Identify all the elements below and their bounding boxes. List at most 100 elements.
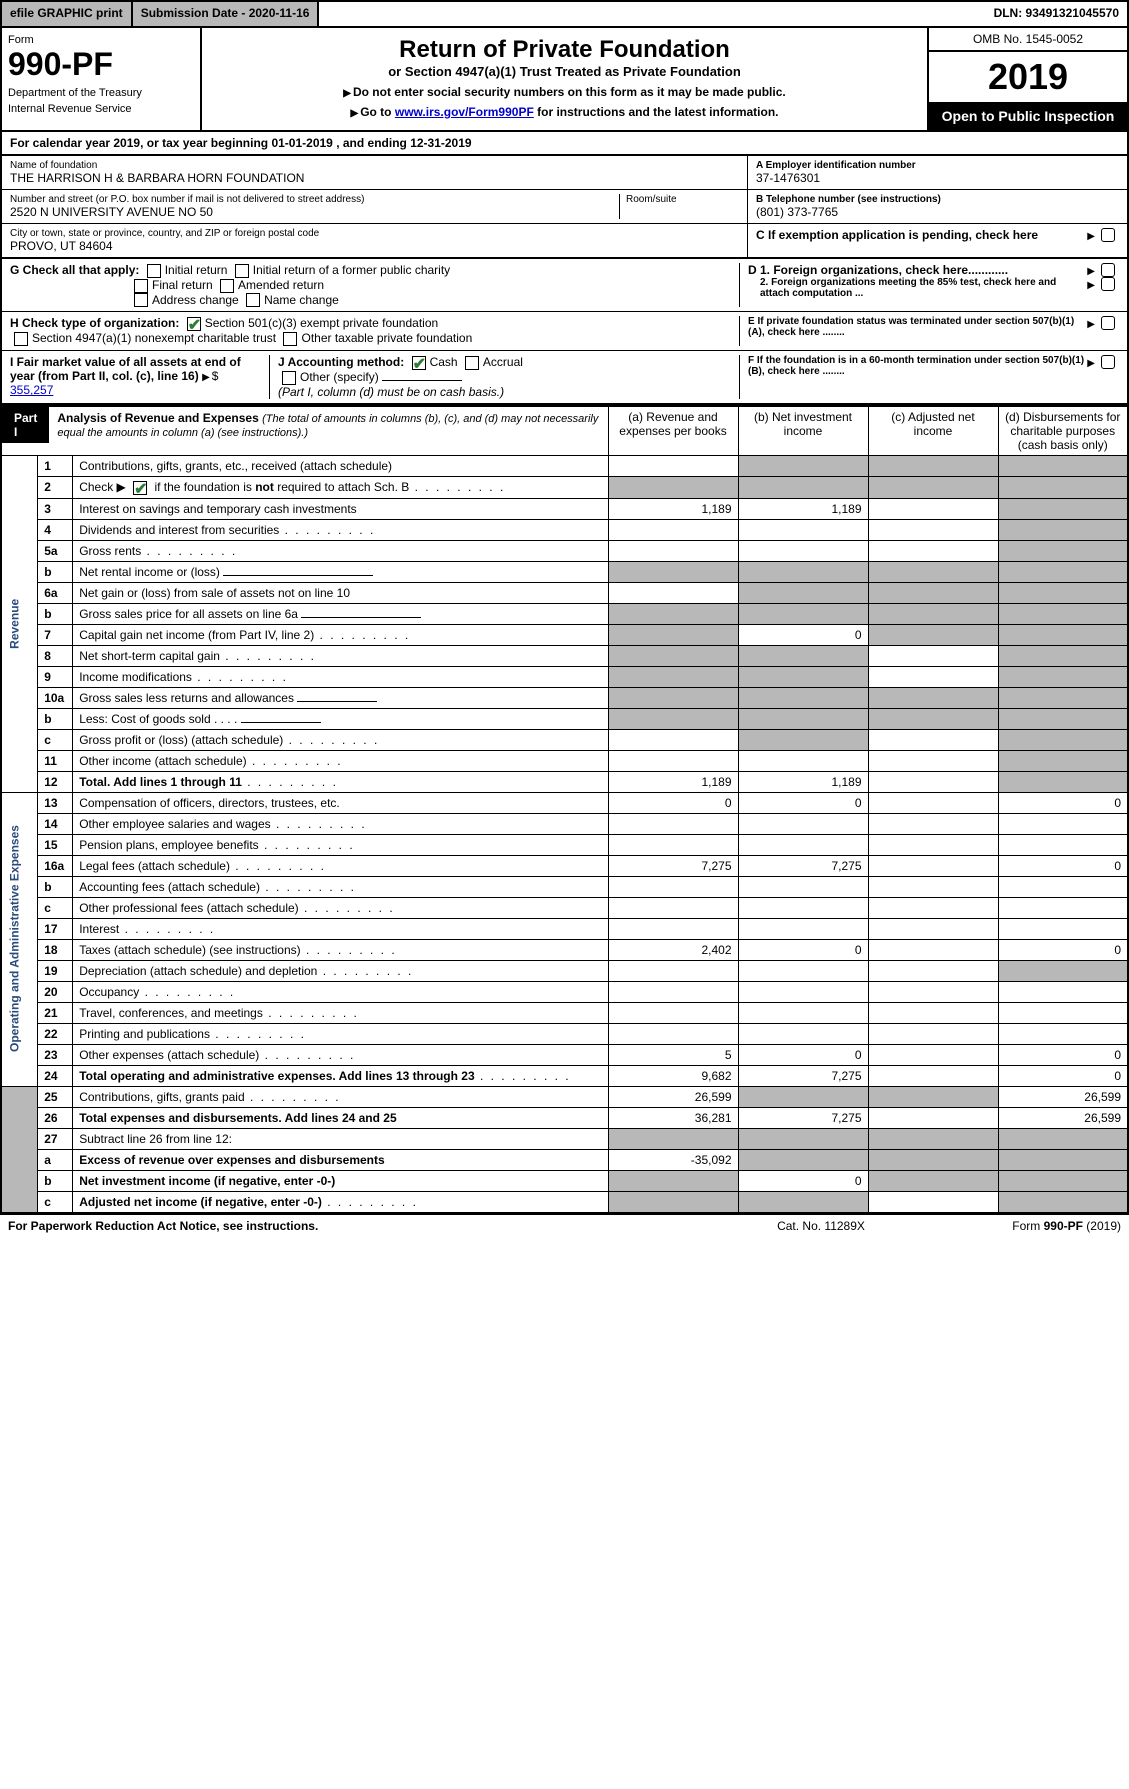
line-num: 27 [38, 1128, 73, 1149]
line-num: 2 [38, 476, 73, 498]
h-other-label: Other taxable private foundation [301, 331, 472, 345]
table-row: 18Taxes (attach schedule) (see instructi… [1, 939, 1128, 960]
part1-header: Part I Analysis of Revenue and Expenses … [2, 407, 608, 443]
line-desc-text: Less: Cost of goods sold [79, 712, 210, 726]
j-note: (Part I, column (d) must be on cash basi… [278, 385, 504, 399]
line-num: 17 [38, 918, 73, 939]
j-accrual-label: Accrual [483, 355, 523, 369]
table-row: 27Subtract line 26 from line 12: [1, 1128, 1128, 1149]
line-num: 5a [38, 540, 73, 561]
line-num: 14 [38, 813, 73, 834]
tel-label: B Telephone number (see instructions) [756, 194, 1119, 205]
line-num: c [38, 897, 73, 918]
initial-former-label: Initial return of a former public charit… [253, 263, 450, 277]
header-center: Return of Private Foundation or Section … [202, 28, 927, 130]
initial-former-checkbox[interactable] [235, 264, 249, 278]
form-number: 990-PF [8, 46, 194, 83]
amt-b: 1,189 [738, 498, 868, 519]
irs-link[interactable]: www.irs.gov/Form990PF [395, 105, 534, 119]
line-num: b [38, 561, 73, 582]
part1-tab: Part I [2, 407, 49, 443]
amt-d: 26,599 [998, 1107, 1128, 1128]
calyear-begin: 01-01-2019 [271, 136, 332, 150]
name-change-checkbox[interactable] [246, 293, 260, 307]
table-row: bNet investment income (if negative, ent… [1, 1170, 1128, 1191]
line-num: 11 [38, 750, 73, 771]
d1-checkbox[interactable] [1101, 263, 1115, 277]
line-desc: Gross profit or (loss) (attach schedule) [73, 729, 608, 750]
line-desc: Total expenses and disbursements. Add li… [73, 1107, 608, 1128]
line-desc-text: Gross sales price for all assets on line… [79, 607, 298, 621]
line-num: b [38, 876, 73, 897]
i-value-link[interactable]: 355,257 [10, 383, 53, 397]
f-arrow [1087, 355, 1097, 377]
table-row: 7Capital gain net income (from Part IV, … [1, 624, 1128, 645]
line-desc: Taxes (attach schedule) (see instruction… [73, 939, 608, 960]
c-label: C If exemption application is pending, c… [756, 228, 1087, 242]
addr-label: Number and street (or P.O. box number if… [10, 194, 619, 205]
identity-block: Name of foundation THE HARRISON H & BARB… [0, 156, 1129, 259]
amt-a: 0 [608, 792, 738, 813]
header-left: Form 990-PF Department of the Treasury I… [2, 28, 202, 130]
part1-title-text: Analysis of Revenue and Expenses [57, 411, 258, 425]
line-desc: Depreciation (attach schedule) and deple… [73, 960, 608, 981]
table-row: 3Interest on savings and temporary cash … [1, 498, 1128, 519]
footer-right: Form 990-PF (2019) [921, 1219, 1121, 1233]
line-desc: Income modifications [73, 666, 608, 687]
line-desc: Interest [73, 918, 608, 939]
table-row: 16aLegal fees (attach schedule)7,2757,27… [1, 855, 1128, 876]
c-arrow [1087, 228, 1097, 242]
e-checkbox[interactable] [1101, 316, 1115, 330]
amt-b: 0 [738, 624, 868, 645]
d2-checkbox[interactable] [1101, 277, 1115, 291]
line-desc: Contributions, gifts, grants, etc., rece… [73, 455, 608, 476]
h-label: H Check type of organization: [10, 316, 179, 330]
cogs-line [241, 722, 321, 723]
ij-left: I Fair market value of all assets at end… [10, 355, 739, 399]
table-row: 26Total expenses and disbursements. Add … [1, 1107, 1128, 1128]
line-num: 16a [38, 855, 73, 876]
initial-checkbox[interactable] [147, 264, 161, 278]
table-row: 4Dividends and interest from securities [1, 519, 1128, 540]
foundation-name-row: Name of foundation THE HARRISON H & BARB… [2, 156, 747, 190]
amt-b: 0 [738, 939, 868, 960]
e-label: E If private foundation status was termi… [748, 316, 1087, 338]
h-4947-checkbox[interactable] [14, 332, 28, 346]
dln-label: DLN: 93491321045570 [986, 2, 1127, 26]
line-num: b [38, 1170, 73, 1191]
final-checkbox[interactable] [134, 279, 148, 293]
j-cash-checkbox[interactable] [412, 356, 426, 370]
line-desc: Adjusted net income (if negative, enter … [73, 1191, 608, 1213]
part1-table: Part I Analysis of Revenue and Expenses … [0, 405, 1129, 1214]
ssn-warning: Do not enter social security numbers on … [210, 85, 919, 99]
amended-checkbox[interactable] [220, 279, 234, 293]
line-desc: Contributions, gifts, grants paid [73, 1086, 608, 1107]
h-other-checkbox[interactable] [283, 332, 297, 346]
initial-label: Initial return [165, 263, 228, 277]
open-inspection: Open to Public Inspection [929, 102, 1127, 130]
addr-change-checkbox[interactable] [134, 293, 148, 307]
line-desc-text: Total. Add lines 1 through 11 [79, 775, 242, 789]
line-desc: Travel, conferences, and meetings [73, 1002, 608, 1023]
header-right: OMB No. 1545-0052 2019 Open to Public In… [927, 28, 1127, 130]
h-501c3-checkbox[interactable] [187, 317, 201, 331]
c-checkbox[interactable] [1101, 228, 1115, 242]
j-accrual-checkbox[interactable] [465, 356, 479, 370]
table-row: aExcess of revenue over expenses and dis… [1, 1149, 1128, 1170]
ij-row: I Fair market value of all assets at end… [2, 350, 1127, 403]
e-arrow [1087, 316, 1097, 338]
part1-title: Analysis of Revenue and Expenses (The to… [49, 407, 607, 443]
schb-checkbox[interactable] [133, 481, 147, 495]
submission-date: Submission Date - 2020-11-16 [133, 2, 320, 26]
col-a-header: (a) Revenue and expenses per books [608, 406, 738, 456]
line-desc: Other employee salaries and wages [73, 813, 608, 834]
top-bar: efile GRAPHIC print Submission Date - 20… [0, 0, 1129, 28]
table-row: Operating and Administrative Expenses 13… [1, 792, 1128, 813]
f-checkbox[interactable] [1101, 355, 1115, 369]
j-other-checkbox[interactable] [282, 371, 296, 385]
efile-label: efile GRAPHIC print [2, 2, 133, 26]
line-desc: Gross rents [73, 540, 608, 561]
table-row: 22Printing and publications [1, 1023, 1128, 1044]
goto-pre: Go to [350, 105, 394, 119]
table-row: Revenue 1Contributions, gifts, grants, e… [1, 455, 1128, 476]
